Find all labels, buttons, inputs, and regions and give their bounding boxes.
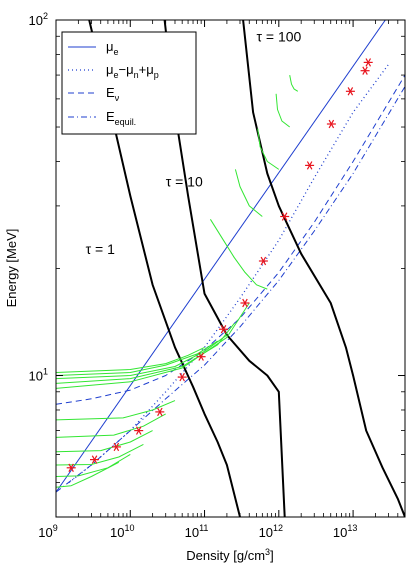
asterisk-stroke: [242, 298, 248, 308]
legend-label-e-equil: Eequil.: [106, 109, 136, 127]
legend-label-mu-e: μe: [106, 39, 119, 57]
asterisk-marker: [240, 298, 250, 308]
evolution-track-0: [56, 346, 205, 373]
evolution-track-13: [257, 128, 280, 170]
y-tick-label: 101: [29, 367, 48, 384]
asterisk-marker: [363, 58, 373, 67]
asterisk-marker: [345, 87, 355, 96]
asterisk-marker: [196, 352, 206, 361]
asterisk-marker: [219, 325, 228, 334]
asterisk-stroke: [68, 463, 74, 472]
series-line-dashdot: [56, 86, 405, 493]
asterisk-marker: [90, 455, 99, 464]
evolution-track-12: [234, 169, 263, 217]
asterisk-marker: [177, 372, 187, 382]
tau-10-annotation: τ = 10: [166, 174, 203, 190]
x-axis-label: Density [g/cm3]: [186, 547, 273, 563]
legend-label-e-nu: Eν: [106, 85, 120, 103]
evolution-track-10: [56, 461, 120, 488]
evolution-track-14: [275, 93, 291, 128]
asterisk-marker: [66, 463, 76, 472]
evolution-track-4: [56, 302, 250, 389]
asterisk-stroke: [220, 325, 227, 334]
asterisk-stroke: [328, 119, 335, 129]
evolution-track-8: [56, 443, 144, 466]
tau-100-annotation: τ = 100: [257, 29, 302, 45]
tau-curve-2: [242, 20, 405, 517]
asterisk-stroke: [179, 372, 185, 382]
series-line-dotted: [68, 64, 390, 484]
asterisk-stroke: [306, 161, 313, 170]
asterisk-stroke: [362, 66, 368, 75]
series-line-solid: [56, 20, 386, 493]
x-tick-label: 1011: [185, 523, 209, 540]
asterisk-stroke: [281, 212, 288, 221]
y-axis-label: Energy [MeV]: [4, 229, 19, 308]
asterisk-marker: [258, 256, 268, 266]
asterisk-stroke: [135, 426, 142, 435]
asterisk-marker: [134, 426, 144, 435]
x-tick-label: 1012: [259, 523, 283, 540]
asterisk-stroke: [113, 442, 120, 452]
y-tick-label: 102: [29, 11, 48, 28]
x-tick-label: 109: [38, 523, 57, 540]
asterisk-marker: [155, 407, 165, 417]
evolution-track-1: [56, 340, 218, 376]
evolution-track-7: [56, 430, 153, 453]
asterisk-marker: [280, 212, 290, 221]
evolution-track-5: [56, 400, 176, 421]
plot-area: [56, 20, 405, 517]
evolution-track-3: [56, 323, 235, 384]
series-line-dashed: [56, 74, 405, 405]
asterisk-marker: [305, 161, 315, 170]
evolution-track-15: [289, 75, 299, 92]
asterisk-marker: [360, 66, 370, 75]
legend: μe μe−μn+μp Eν Eequil.: [61, 31, 197, 135]
asterisk-marker: [111, 442, 121, 452]
x-tick-label: 1013: [333, 523, 357, 540]
asterisk-stroke: [157, 407, 163, 417]
legend-label-mu-combo: μe−μn+μp: [106, 62, 159, 80]
asterisk-stroke: [365, 58, 372, 67]
asterisk-stroke: [347, 87, 354, 96]
evolution-track-9: [56, 453, 131, 477]
asterisk-stroke: [198, 352, 204, 361]
evolution-track-6: [56, 413, 166, 438]
x-tick-label: 1010: [110, 523, 134, 540]
asterisk-stroke: [91, 455, 98, 464]
evolution-track-2: [56, 334, 228, 380]
evolution-track-11: [209, 219, 268, 290]
axes: 109 1010 1011 1012 1013 101 102: [29, 11, 405, 540]
asterisk-marker: [326, 119, 336, 129]
asterisk-stroke: [260, 256, 267, 266]
tau-1-annotation: τ = 1: [86, 241, 115, 257]
